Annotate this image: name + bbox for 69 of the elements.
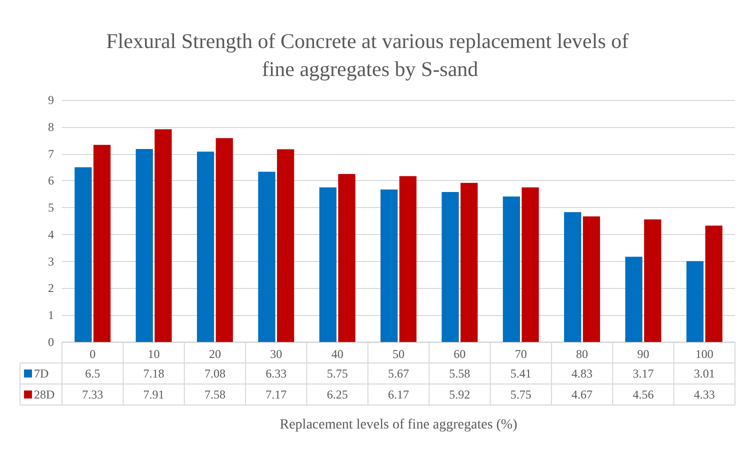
x-tick-label: 40 [331,347,344,361]
x-tick-label: 90 [637,347,650,361]
x-tick-label: 100 [695,347,714,361]
data-label: 6.17 [388,388,409,402]
x-tick-label: 0 [90,347,96,361]
chart-title: Flexural Strength of Concrete at various replacement levels of fine aggregates by S-sand [106,29,634,81]
data-label: 7.08 [204,366,226,380]
y-tick-label: 1 [48,308,54,322]
data-label: 6.25 [326,388,348,402]
bar [644,219,662,342]
bar [319,187,336,342]
x-tick-label: 60 [454,347,466,361]
y-tick-label: 7 [48,146,54,161]
bar [93,144,111,342]
data-label: 4.83 [572,366,593,380]
x-tick-label: 10 [148,347,160,361]
data-label: 6.5 [85,366,100,380]
bar [582,216,600,342]
bar [502,196,520,342]
data-label: 7.17 [266,388,287,402]
bar [338,174,356,342]
bar [522,187,539,342]
x-tick-label: 50 [392,347,404,361]
data-label: 3.01 [694,366,715,380]
y-tick-label: 2 [48,281,54,296]
data-label: 7.91 [143,388,164,402]
bar [564,212,582,342]
x-tick-label: 20 [208,347,221,361]
y-tick-label: 5 [48,200,54,215]
y-tick-label: 9 [48,93,54,107]
data-label: 7.58 [204,388,226,402]
bar [460,182,478,342]
bar [74,167,92,342]
data-label: 7.33 [82,388,104,402]
data-label: 4.56 [632,388,654,402]
x-axis-title: Replacement levels of fine aggregates (%) [280,418,518,432]
bar [380,190,398,342]
data-label: 3.17 [632,366,654,380]
x-tick-label: 80 [576,347,588,361]
bar [136,148,153,342]
data-label: 4.67 [572,388,593,402]
data-label: 5.41 [510,366,532,380]
legend-label: 7D [34,366,49,380]
legend-label: 28D [34,388,55,402]
y-tick-label: 0 [48,335,54,349]
data-label: 5.75 [510,388,532,402]
x-tick-label: 70 [514,347,527,361]
bar [686,261,704,342]
data-label: 6.33 [266,366,287,380]
y-tick-label: 6 [48,174,54,188]
bar [399,176,416,342]
y-tick-label: 4 [48,227,54,242]
bar [276,149,294,342]
y-tick-label: 3 [48,254,54,268]
data-label: 7.18 [143,366,164,380]
bar [154,129,172,342]
data-label: 5.92 [449,388,470,402]
data-label: 5.75 [326,366,348,380]
bar [705,226,722,342]
data-label: 4.33 [694,388,715,402]
y-tick-label: 8 [48,120,54,134]
data-label: 5.58 [449,366,470,380]
bar [442,192,459,342]
x-tick-label: 30 [270,347,282,361]
bar [258,172,276,342]
bar [196,152,214,342]
bar [625,256,642,342]
data-label: 5.67 [388,366,409,380]
bar [216,138,233,342]
